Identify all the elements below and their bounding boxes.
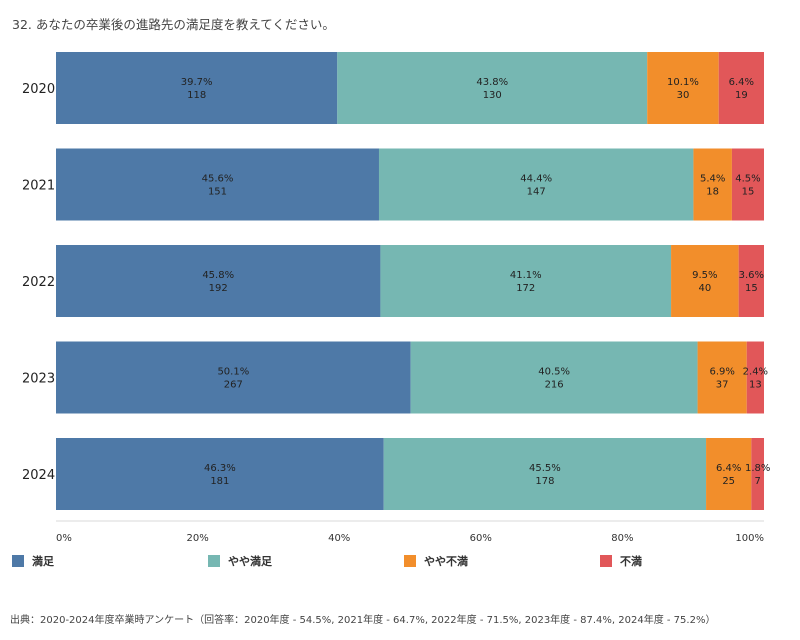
year-label-2020: 2020: [22, 82, 55, 97]
pct-label-2020-2: 10.1%: [667, 77, 699, 88]
year-label-2022: 2022: [22, 275, 55, 290]
count-label-2022-3: 15: [745, 283, 758, 294]
bar-2021-3: [731, 148, 764, 221]
count-label-2022-1: 172: [516, 283, 535, 294]
pct-label-2023-1: 40.5%: [538, 367, 570, 378]
pct-label-2022-3: 3.6%: [739, 270, 764, 281]
legend-label-0: 満足: [32, 555, 54, 568]
bar-2020-0: [56, 52, 338, 124]
count-label-2024-0: 181: [210, 476, 229, 487]
chart-title: 32. あなたの卒業後の進路先の満足度を教えてください。: [12, 17, 335, 32]
bar-2024-2: [706, 438, 752, 510]
count-label-2020-1: 130: [483, 90, 502, 101]
count-label-2022-0: 192: [209, 283, 228, 294]
x-tick-5: 100%: [735, 533, 764, 544]
year-label-2021: 2021: [22, 179, 55, 194]
count-label-2023-2: 37: [716, 380, 729, 391]
x-tick-3: 60%: [470, 533, 492, 544]
count-label-2023-1: 216: [545, 380, 564, 391]
year-label-2023: 2023: [22, 372, 55, 387]
count-label-2020-3: 19: [735, 90, 748, 101]
bar-2021-0: [56, 148, 379, 221]
x-tick-0: 0%: [56, 533, 72, 544]
bar-2023-2: [697, 341, 747, 414]
pct-label-2021-0: 45.6%: [202, 174, 234, 185]
pct-label-2022-1: 41.1%: [510, 270, 542, 281]
bar-2023-1: [410, 341, 698, 414]
year-label-2024: 2024: [22, 468, 55, 483]
pct-label-2023-2: 6.9%: [709, 367, 734, 378]
pct-label-2021-1: 44.4%: [520, 174, 552, 185]
pct-label-2022-0: 45.8%: [202, 270, 234, 281]
pct-label-2023-0: 50.1%: [217, 367, 249, 378]
count-label-2021-0: 151: [208, 187, 227, 198]
bar-2024-0: [56, 438, 384, 510]
pct-label-2024-0: 46.3%: [204, 463, 236, 474]
count-label-2024-1: 178: [535, 476, 554, 487]
pct-label-2021-3: 4.5%: [735, 174, 760, 185]
bar-2020-2: [647, 52, 719, 124]
bar-2024-1: [383, 438, 707, 510]
pct-label-2024-1: 45.5%: [529, 463, 561, 474]
count-label-2020-2: 30: [677, 90, 690, 101]
bar-2022-3: [738, 245, 764, 317]
bar-2022-2: [671, 245, 739, 317]
pct-label-2023-3: 2.4%: [743, 367, 768, 378]
legend-item-1: やや満足: [208, 553, 272, 569]
pct-label-2020-1: 43.8%: [476, 77, 508, 88]
count-label-2021-2: 18: [706, 187, 719, 198]
bar-2022-1: [380, 245, 672, 317]
pct-label-2021-2: 5.4%: [700, 174, 725, 185]
bar-2020-3: [718, 52, 764, 124]
bar-2023-0: [56, 341, 411, 414]
stacked-bar-chart: 2020 39.7% 118 43.8% 130 10.1% 30 6.4% 19 2021 45.…: [22, 52, 770, 544]
legend-item-2: やや不満: [404, 553, 468, 569]
count-label-2021-3: 15: [742, 187, 755, 198]
bar-2023-3: [746, 341, 764, 414]
legend-item-0: 満足: [12, 553, 54, 569]
legend-label-2: やや不満: [424, 555, 468, 568]
count-label-2020-0: 118: [187, 90, 206, 101]
count-label-2021-1: 147: [527, 187, 546, 198]
count-label-2024-3: 7: [754, 476, 760, 487]
legend-swatch-2: [404, 555, 416, 567]
bar-2022-0: [56, 245, 381, 317]
x-tick-4: 80%: [611, 533, 633, 544]
x-tick-2: 40%: [328, 533, 350, 544]
legend-item-3: 不満: [600, 553, 642, 569]
count-label-2023-0: 267: [224, 380, 243, 391]
pct-label-2020-0: 39.7%: [181, 77, 213, 88]
pct-label-2020-3: 6.4%: [729, 77, 754, 88]
pct-label-2022-2: 9.5%: [692, 270, 717, 281]
source-note: 出典：2020-2024年度卒業時アンケート（回答率：2020年度 - 54.5…: [10, 615, 716, 626]
pct-label-2024-2: 6.4%: [716, 463, 741, 474]
bar-2021-2: [693, 148, 732, 221]
count-label-2024-2: 25: [722, 476, 735, 487]
legend-swatch-1: [208, 555, 220, 567]
bar-2024-3: [751, 438, 764, 510]
legend-label-3: 不満: [620, 555, 642, 568]
bar-2021-1: [378, 148, 694, 221]
count-label-2022-2: 40: [698, 283, 711, 294]
legend-label-1: やや満足: [228, 555, 272, 568]
count-label-2023-3: 13: [749, 380, 762, 391]
bar-2020-1: [337, 52, 648, 124]
pct-label-2024-3: 1.8%: [745, 463, 770, 474]
x-tick-1: 20%: [186, 533, 208, 544]
legend-swatch-0: [12, 555, 24, 567]
legend-swatch-3: [600, 555, 612, 567]
